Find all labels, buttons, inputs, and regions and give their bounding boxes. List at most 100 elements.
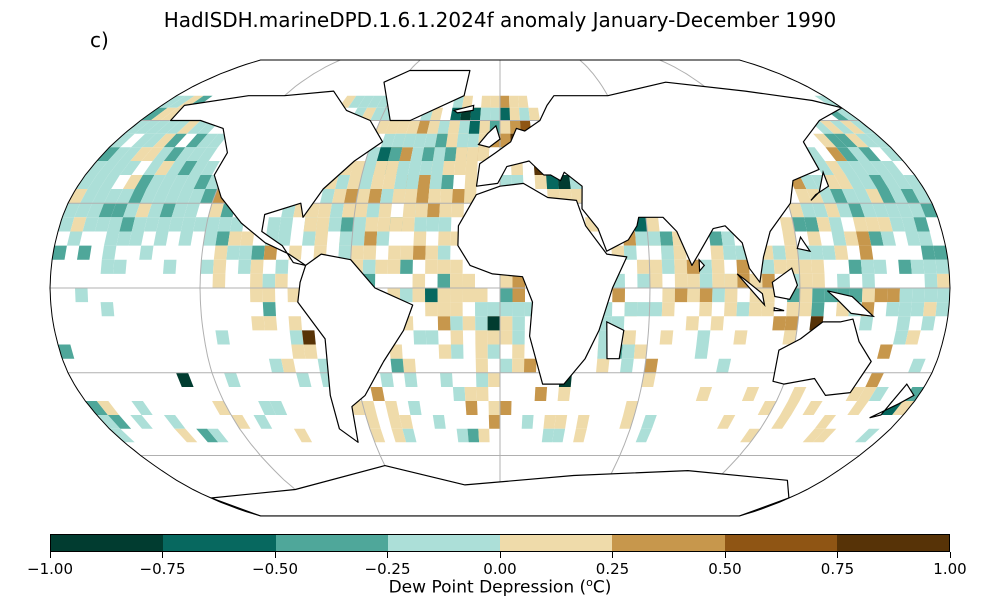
grid-cell: [621, 344, 636, 359]
anomaly-cell: [303, 217, 318, 232]
grid-cell: [885, 302, 900, 317]
grid-cell: [208, 203, 224, 218]
grid-cell: [635, 428, 652, 443]
grid-cell: [622, 330, 637, 345]
grid-cell: [699, 302, 713, 317]
grid-cell: [661, 259, 675, 274]
grid-cell: [858, 147, 881, 161]
grid-cell: [96, 147, 121, 161]
grid-cell: [437, 120, 451, 134]
anomaly-cell: [350, 161, 366, 175]
grid-cell: [356, 189, 371, 204]
grid-cell: [155, 120, 181, 134]
grid-cell: [464, 387, 477, 401]
grid-cell: [450, 273, 463, 288]
grid-cell: [837, 273, 850, 288]
grid-cell: [253, 415, 273, 429]
island-coastline: [827, 290, 876, 318]
world-map: [49, 59, 951, 517]
grid-cell: [848, 259, 862, 274]
grid-cell: [623, 401, 639, 415]
grid-cell: [623, 245, 637, 260]
grid-cell: [500, 358, 513, 373]
grid-cell: [880, 231, 896, 246]
grid-cell: [152, 133, 177, 148]
grid-cell: [518, 95, 529, 108]
grid-cell: [659, 231, 674, 246]
grid-cell: [74, 203, 92, 218]
grid-cell: [487, 330, 500, 345]
grid-cell: [154, 161, 176, 175]
anomaly-cell: [456, 133, 469, 148]
grid-cell: [80, 189, 100, 204]
grid-cell: [413, 330, 427, 345]
grid-cell: [637, 273, 650, 288]
grid-cell: [116, 189, 135, 204]
grid-cell: [854, 133, 880, 148]
grid-cell: [165, 161, 187, 175]
grid-cell: [215, 330, 230, 345]
grid-cell: [543, 415, 556, 429]
grid-cell: [400, 288, 413, 303]
grid-cell: [66, 231, 83, 246]
grid-cell: [721, 231, 736, 246]
grid-cell: [868, 231, 884, 246]
grid-cell: [142, 133, 166, 148]
grid-cell: [361, 401, 377, 415]
colorbar-tick: [162, 552, 163, 558]
grid-cell: [858, 161, 881, 175]
grid-cell: [862, 288, 875, 303]
grid-cell: [896, 316, 911, 331]
colorbar-tick: [724, 552, 726, 558]
grid-cell: [231, 415, 251, 429]
grid-cell: [802, 428, 826, 443]
grid-cell: [363, 231, 378, 246]
grid-cell: [430, 107, 443, 121]
grid-cell: [413, 133, 427, 148]
anomaly-cell: [430, 161, 444, 175]
grid-cell: [416, 120, 431, 134]
grid-cell: [884, 203, 902, 218]
grid-cell: [487, 302, 500, 317]
grid-cell: [432, 147, 446, 161]
grid-cell: [426, 217, 440, 232]
grid-cell: [407, 401, 422, 415]
grid-cell: [100, 259, 115, 274]
grid-cell: [363, 245, 377, 260]
grid-cell: [799, 175, 819, 189]
grid-cell: [163, 133, 187, 148]
anomaly-cell: [465, 161, 478, 175]
grid-cell: [935, 259, 950, 274]
grid-cell: [935, 302, 950, 317]
grid-cell: [900, 189, 920, 204]
grid-cell: [141, 147, 164, 161]
grid-cell: [113, 259, 127, 274]
island-coastline: [736, 273, 766, 308]
grid-cell: [898, 302, 912, 317]
grid-cell: [275, 273, 288, 288]
grid-cell: [877, 189, 896, 204]
colorbar-segment: [612, 535, 725, 551]
grid-cell: [147, 203, 164, 218]
island-coastline: [773, 307, 785, 312]
grid-cell: [388, 245, 401, 260]
island-coastline: [869, 383, 915, 419]
colorbar-segment: [724, 535, 837, 551]
colorbar-tick: [499, 552, 501, 558]
grid-cell: [185, 133, 208, 148]
grid-cell: [633, 344, 648, 359]
anomaly-cell: [341, 203, 356, 218]
map-title: HadISDH.marineDPD.1.6.1.2024f anomaly Ja…: [163, 8, 837, 32]
grid-cell: [122, 175, 143, 189]
grid-cell: [462, 316, 476, 331]
grid-cell: [748, 302, 763, 317]
grid-cell: [396, 161, 411, 175]
grid-cell: [158, 175, 178, 189]
grid-cell: [288, 316, 302, 331]
grid-cell: [636, 302, 650, 317]
grid-cell: [829, 120, 855, 134]
grid-cell: [96, 161, 120, 175]
grid-cell: [724, 302, 738, 317]
colorbar-segment: [163, 535, 276, 551]
grid-cell: [869, 161, 892, 175]
